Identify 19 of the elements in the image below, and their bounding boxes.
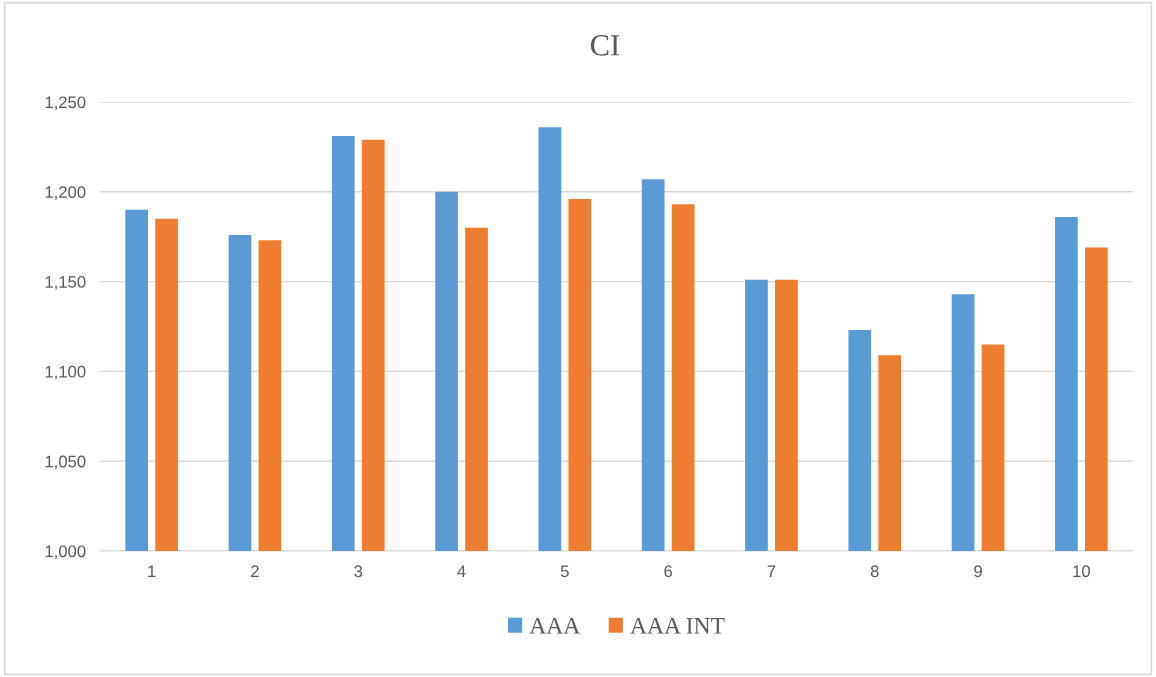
x-tick-label: 3: [354, 565, 363, 578]
x-tick-label: 5: [560, 565, 569, 578]
y-tick-label: 1,200: [45, 186, 86, 200]
x-tick-label: 1: [148, 565, 156, 577]
x-tick-label: 2: [251, 565, 259, 577]
legend-label: AAA: [529, 617, 581, 634]
chart-title: CI: [590, 35, 620, 56]
legend-label: AAA INT: [630, 617, 725, 634]
y-tick-label: 1,150: [45, 276, 86, 290]
x-tick-label: 4: [457, 565, 466, 577]
y-tick-label: 1,000: [45, 545, 86, 560]
x-tick-label: 6: [664, 565, 673, 578]
y-tick-label: 1,050: [45, 455, 86, 470]
x-tick-label: 8: [870, 565, 879, 578]
x-tick-label: 10: [1073, 565, 1090, 578]
y-tick-label: 1,250: [45, 96, 86, 111]
y-tick-label: 1,100: [45, 365, 86, 380]
x-tick-label: 9: [974, 565, 982, 578]
x-tick-label: 7: [767, 565, 776, 577]
